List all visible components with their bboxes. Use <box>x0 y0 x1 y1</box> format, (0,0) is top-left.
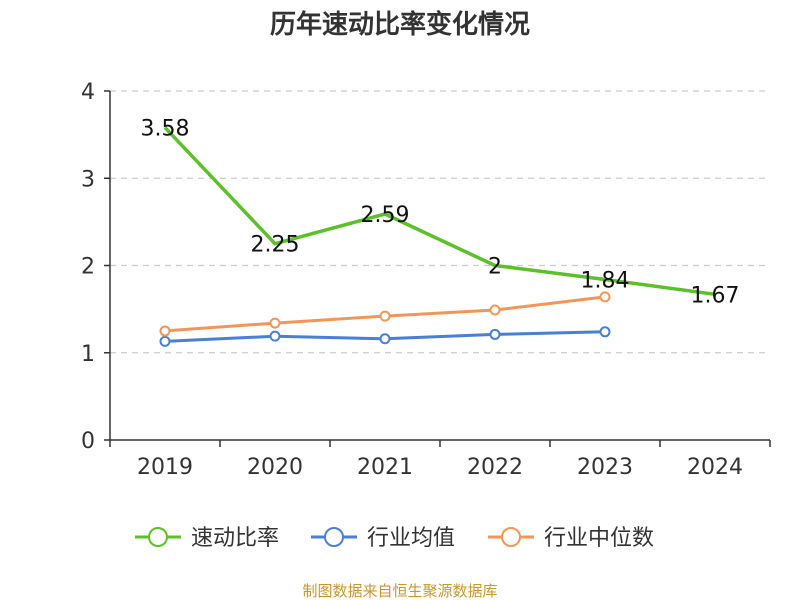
legend-swatch-marker <box>501 527 521 547</box>
data-label: 1.84 <box>581 268 630 293</box>
y-tick-label: 2 <box>81 255 95 280</box>
series-layer <box>159 126 716 347</box>
legend-swatch-marker <box>324 527 344 547</box>
series-point <box>269 317 281 329</box>
series-point <box>379 333 391 345</box>
series-point <box>159 335 171 347</box>
legend-label: 速动比率 <box>191 526 279 551</box>
source-note: 制图数据来自恒生聚源数据库 <box>302 582 497 600</box>
data-label: 3.58 <box>141 117 190 142</box>
data-label: 1.67 <box>691 283 740 308</box>
legend[interactable]: 速动比率 行业均值 行业中位数 <box>135 526 654 551</box>
data-labels: 3.58 2.25 2.59 2 1.84 1.67 <box>141 117 740 309</box>
chart-title: 历年速动比率变化情况 <box>270 9 530 40</box>
data-label: 2 <box>488 255 502 280</box>
legend-label: 行业中位数 <box>544 526 654 551</box>
legend-item[interactable]: 速动比率 <box>135 526 279 551</box>
series-point <box>489 328 501 340</box>
legend-item[interactable]: 行业均值 <box>311 526 455 551</box>
series-point <box>489 304 501 316</box>
x-tick-label: 2022 <box>467 455 523 480</box>
y-tick-label: 3 <box>81 167 95 192</box>
x-tick-label: 2024 <box>687 455 743 480</box>
y-tick-label: 4 <box>81 80 95 105</box>
x-tick-label: 2020 <box>247 455 303 480</box>
legend-item[interactable]: 行业中位数 <box>488 526 654 551</box>
y-tick-label: 1 <box>81 342 95 367</box>
grid-lines <box>110 90 770 354</box>
series-point <box>269 330 281 342</box>
series-point <box>159 325 171 337</box>
legend-label: 行业均值 <box>367 526 455 551</box>
x-tick-label: 2019 <box>137 455 193 480</box>
series-point <box>379 310 391 322</box>
legend-swatch-marker <box>148 527 168 547</box>
x-tick-label: 2021 <box>357 455 413 480</box>
series-point <box>599 326 611 338</box>
data-label: 2.25 <box>251 233 300 258</box>
x-tick-label: 2023 <box>577 455 633 480</box>
series-line <box>163 126 716 297</box>
axes: 0 1 2 3 4 2019 2020 2021 2022 2023 2024 <box>81 80 771 480</box>
series-point <box>599 291 611 303</box>
y-tick-label: 0 <box>81 429 95 454</box>
data-label: 2.59 <box>361 203 410 228</box>
